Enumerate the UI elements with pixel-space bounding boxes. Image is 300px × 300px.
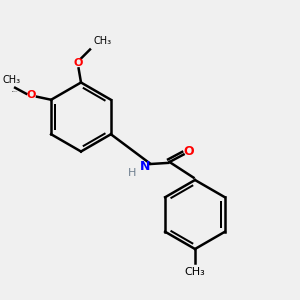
Text: methoxy: methoxy bbox=[12, 91, 18, 92]
Text: CH₃: CH₃ bbox=[93, 37, 111, 46]
Text: O: O bbox=[73, 58, 83, 68]
Text: CH₃: CH₃ bbox=[184, 267, 206, 277]
Text: N: N bbox=[140, 160, 151, 173]
Text: CH₃: CH₃ bbox=[2, 75, 20, 85]
Text: O: O bbox=[27, 90, 36, 100]
Text: O: O bbox=[184, 145, 194, 158]
Text: H: H bbox=[128, 167, 136, 178]
